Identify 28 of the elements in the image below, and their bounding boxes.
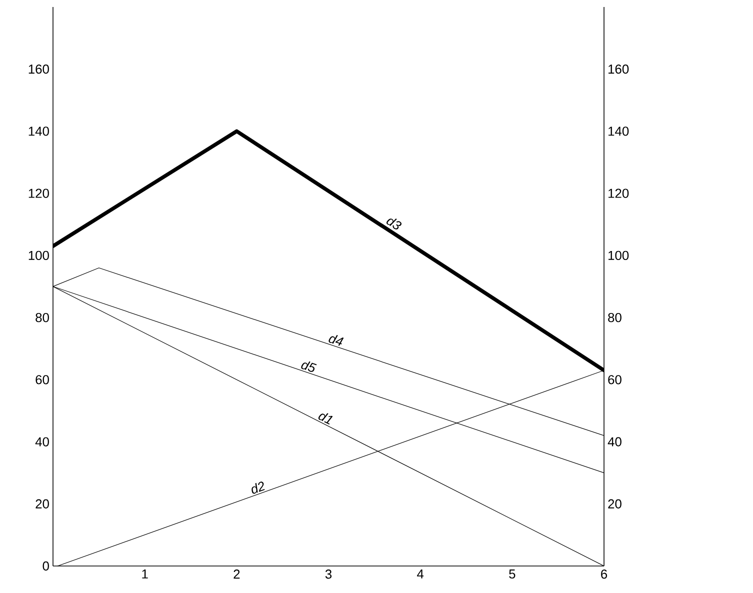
x-tick-label: 2 xyxy=(234,570,240,579)
y2-tick-label: 100 xyxy=(608,250,629,260)
y2-tick-label: 20 xyxy=(608,499,622,508)
y-tick-label: 0 xyxy=(42,561,49,571)
y2-tick-label: 40 xyxy=(608,437,622,446)
y-tick-label: 80 xyxy=(36,312,49,322)
x-tick-label: 6 xyxy=(601,570,608,579)
y-tick-label: 160 xyxy=(28,64,49,74)
y2-tick-label: 140 xyxy=(608,126,629,136)
y2-tick-label: 60 xyxy=(608,375,622,384)
x-tick-label: 3 xyxy=(325,570,332,579)
y2-tick-label: 120 xyxy=(608,188,629,198)
y-tick-label: 60 xyxy=(36,375,49,384)
y-tick-label: 120 xyxy=(28,188,49,198)
y-tick-label: 100 xyxy=(28,250,49,260)
text: d4 xyxy=(328,335,344,346)
x-tick-label: 5 xyxy=(509,570,516,579)
y2-tick-label: 80 xyxy=(608,312,622,322)
x-tick-label: 4 xyxy=(417,570,424,578)
text: d1 xyxy=(318,413,333,424)
text: d2 xyxy=(252,482,265,494)
y-tick-label: 20 xyxy=(36,499,49,508)
y-tick-label: 140 xyxy=(28,126,49,136)
x-tick-label: 1 xyxy=(142,570,148,578)
y-tick-label: 40 xyxy=(35,437,49,446)
text: d5 xyxy=(301,361,317,372)
y2-tick-label: 160 xyxy=(608,64,629,74)
text: d3 xyxy=(386,218,402,230)
